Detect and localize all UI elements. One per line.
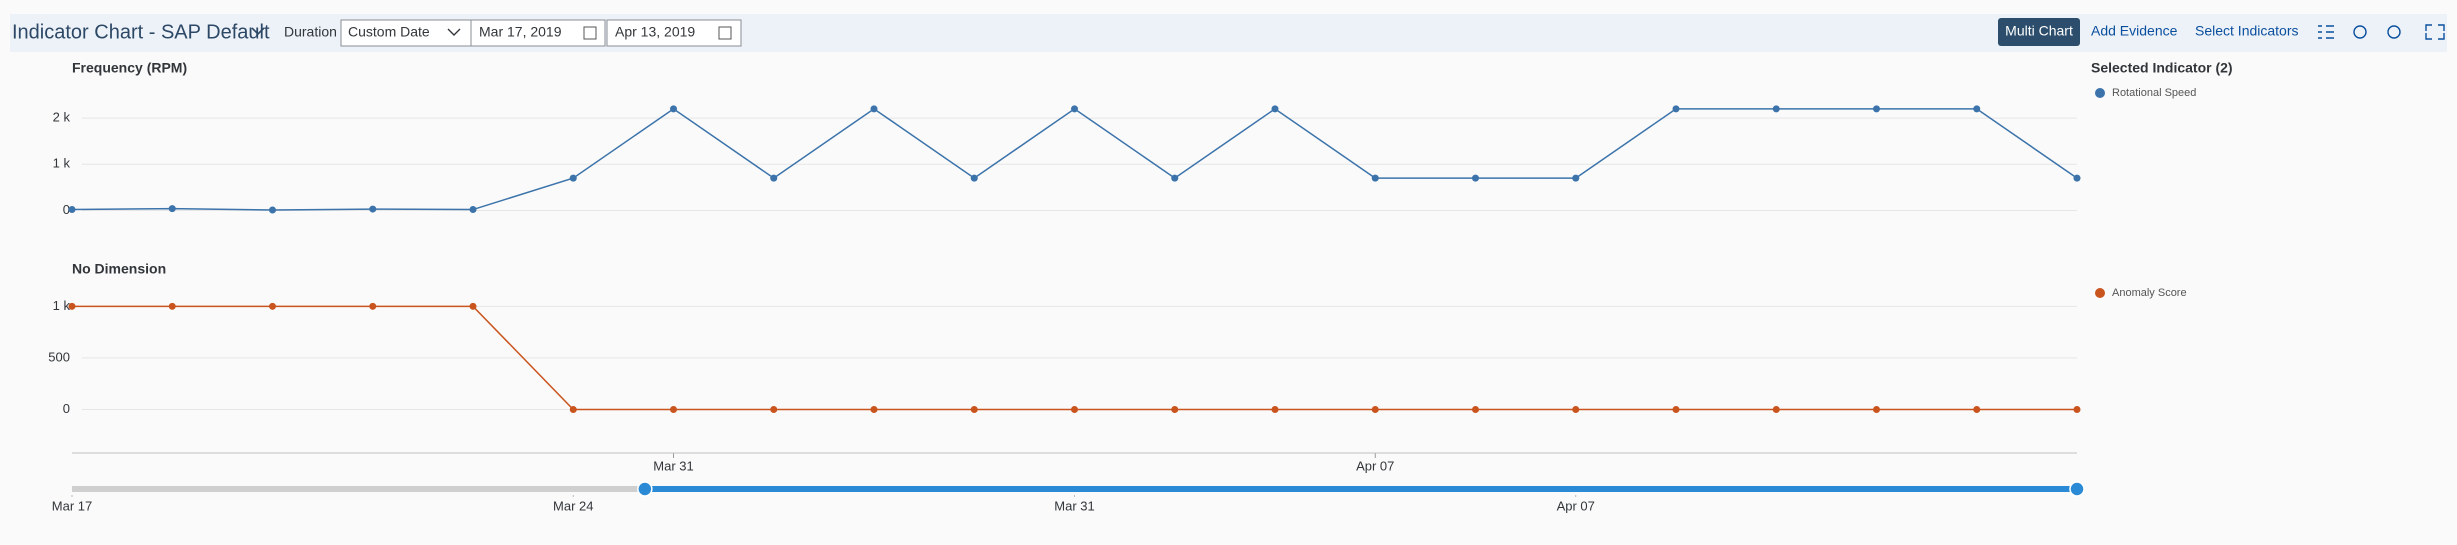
legend-marker [2095, 88, 2105, 98]
slider-tick-label: Apr 07 [1557, 498, 1595, 513]
data-point[interactable] [1672, 105, 1680, 113]
slider-tick-label: Mar 17 [52, 498, 92, 513]
data-point[interactable] [1371, 406, 1379, 414]
data-point[interactable] [569, 406, 577, 414]
data-point[interactable] [469, 302, 477, 310]
data-point[interactable] [1171, 174, 1179, 182]
reset-icon[interactable] [2353, 25, 2367, 39]
legend-title: Selected Indicator (2) [2091, 60, 2233, 76]
calendar-icon[interactable] [718, 26, 732, 40]
data-point[interactable] [68, 302, 76, 310]
data-point[interactable] [168, 205, 176, 213]
list-icon[interactable] [2318, 25, 2334, 39]
button-label[interactable]: Add Evidence [2091, 23, 2178, 39]
data-point[interactable] [670, 406, 677, 414]
data-point[interactable] [1171, 406, 1179, 414]
data-point[interactable] [1371, 174, 1379, 182]
data-point[interactable] [770, 406, 778, 414]
x-tick-label: Apr 07 [1356, 458, 1394, 473]
data-point[interactable] [369, 302, 377, 310]
data-point[interactable] [1572, 406, 1580, 414]
chart-title: Frequency (RPM) [72, 60, 187, 76]
data-point[interactable] [970, 174, 978, 182]
slider-tick-label: Mar 24 [553, 498, 593, 513]
data-point[interactable] [1873, 105, 1880, 113]
data-point[interactable] [168, 302, 176, 310]
data-point[interactable] [970, 406, 978, 414]
data-point[interactable] [1071, 406, 1078, 414]
data-point[interactable] [870, 105, 878, 113]
data-point[interactable] [1071, 105, 1078, 113]
x-tick-label: Mar 31 [653, 458, 693, 473]
data-point[interactable] [1472, 174, 1479, 182]
start-date-input[interactable] [470, 19, 606, 47]
y-tick-label: 1 k [53, 156, 71, 171]
slider-selection[interactable] [644, 486, 2077, 492]
data-point[interactable] [369, 205, 377, 213]
data-point[interactable] [1873, 406, 1880, 414]
multi-chart-button[interactable] [1998, 18, 2080, 46]
data-point[interactable] [1772, 105, 1780, 113]
end-date: Apr 13, 2019 [615, 24, 695, 40]
data-point[interactable] [670, 105, 677, 113]
fullscreen-icon[interactable] [2425, 24, 2445, 40]
data-point[interactable] [469, 206, 477, 214]
duration-label: Duration [284, 24, 337, 40]
data-point[interactable] [1572, 174, 1580, 182]
data-point[interactable] [1472, 406, 1479, 414]
slider-handle[interactable] [637, 481, 653, 497]
legend-label: Anomaly Score [2112, 287, 2187, 299]
view-title[interactable]: Indicator Chart - SAP Default [12, 21, 270, 43]
data-point[interactable] [269, 302, 276, 310]
duration-value: Custom Date [348, 24, 430, 40]
series-line [71, 107, 2078, 211]
data-point[interactable] [269, 206, 276, 214]
legend-marker [2095, 288, 2105, 298]
slider-tick-label: Mar 31 [1054, 498, 1094, 513]
data-point[interactable] [870, 406, 878, 414]
data-point[interactable] [2073, 406, 2081, 414]
data-point[interactable] [68, 206, 76, 214]
button-label[interactable]: Select Indicators [2195, 23, 2299, 39]
y-tick-label: 1 k [53, 298, 71, 313]
start-date: Mar 17, 2019 [479, 24, 562, 40]
data-point[interactable] [2073, 174, 2081, 182]
legend-label: Rotational Speed [2112, 87, 2196, 99]
data-point[interactable] [770, 174, 778, 182]
duration-select[interactable] [340, 19, 472, 47]
select-chevron [447, 28, 461, 36]
data-point[interactable] [1672, 406, 1680, 414]
y-tick-label: 500 [48, 349, 70, 364]
y-tick-label: 0 [63, 401, 70, 416]
y-tick-label: 0 [63, 202, 70, 217]
calendar-icon[interactable] [583, 26, 597, 40]
y-tick-label: 2 k [53, 110, 71, 125]
settings-icon[interactable] [2387, 25, 2401, 39]
data-point[interactable] [1772, 406, 1780, 414]
slider-handle[interactable] [2069, 481, 2085, 497]
data-point[interactable] [1973, 105, 1981, 113]
title-chevron[interactable] [251, 27, 265, 36]
data-point[interactable] [1271, 406, 1279, 414]
data-point[interactable] [1271, 105, 1279, 113]
chart-title: No Dimension [72, 261, 166, 277]
data-point[interactable] [569, 174, 577, 182]
data-point[interactable] [1973, 406, 1981, 414]
button-label: Multi Chart [2005, 23, 2073, 39]
